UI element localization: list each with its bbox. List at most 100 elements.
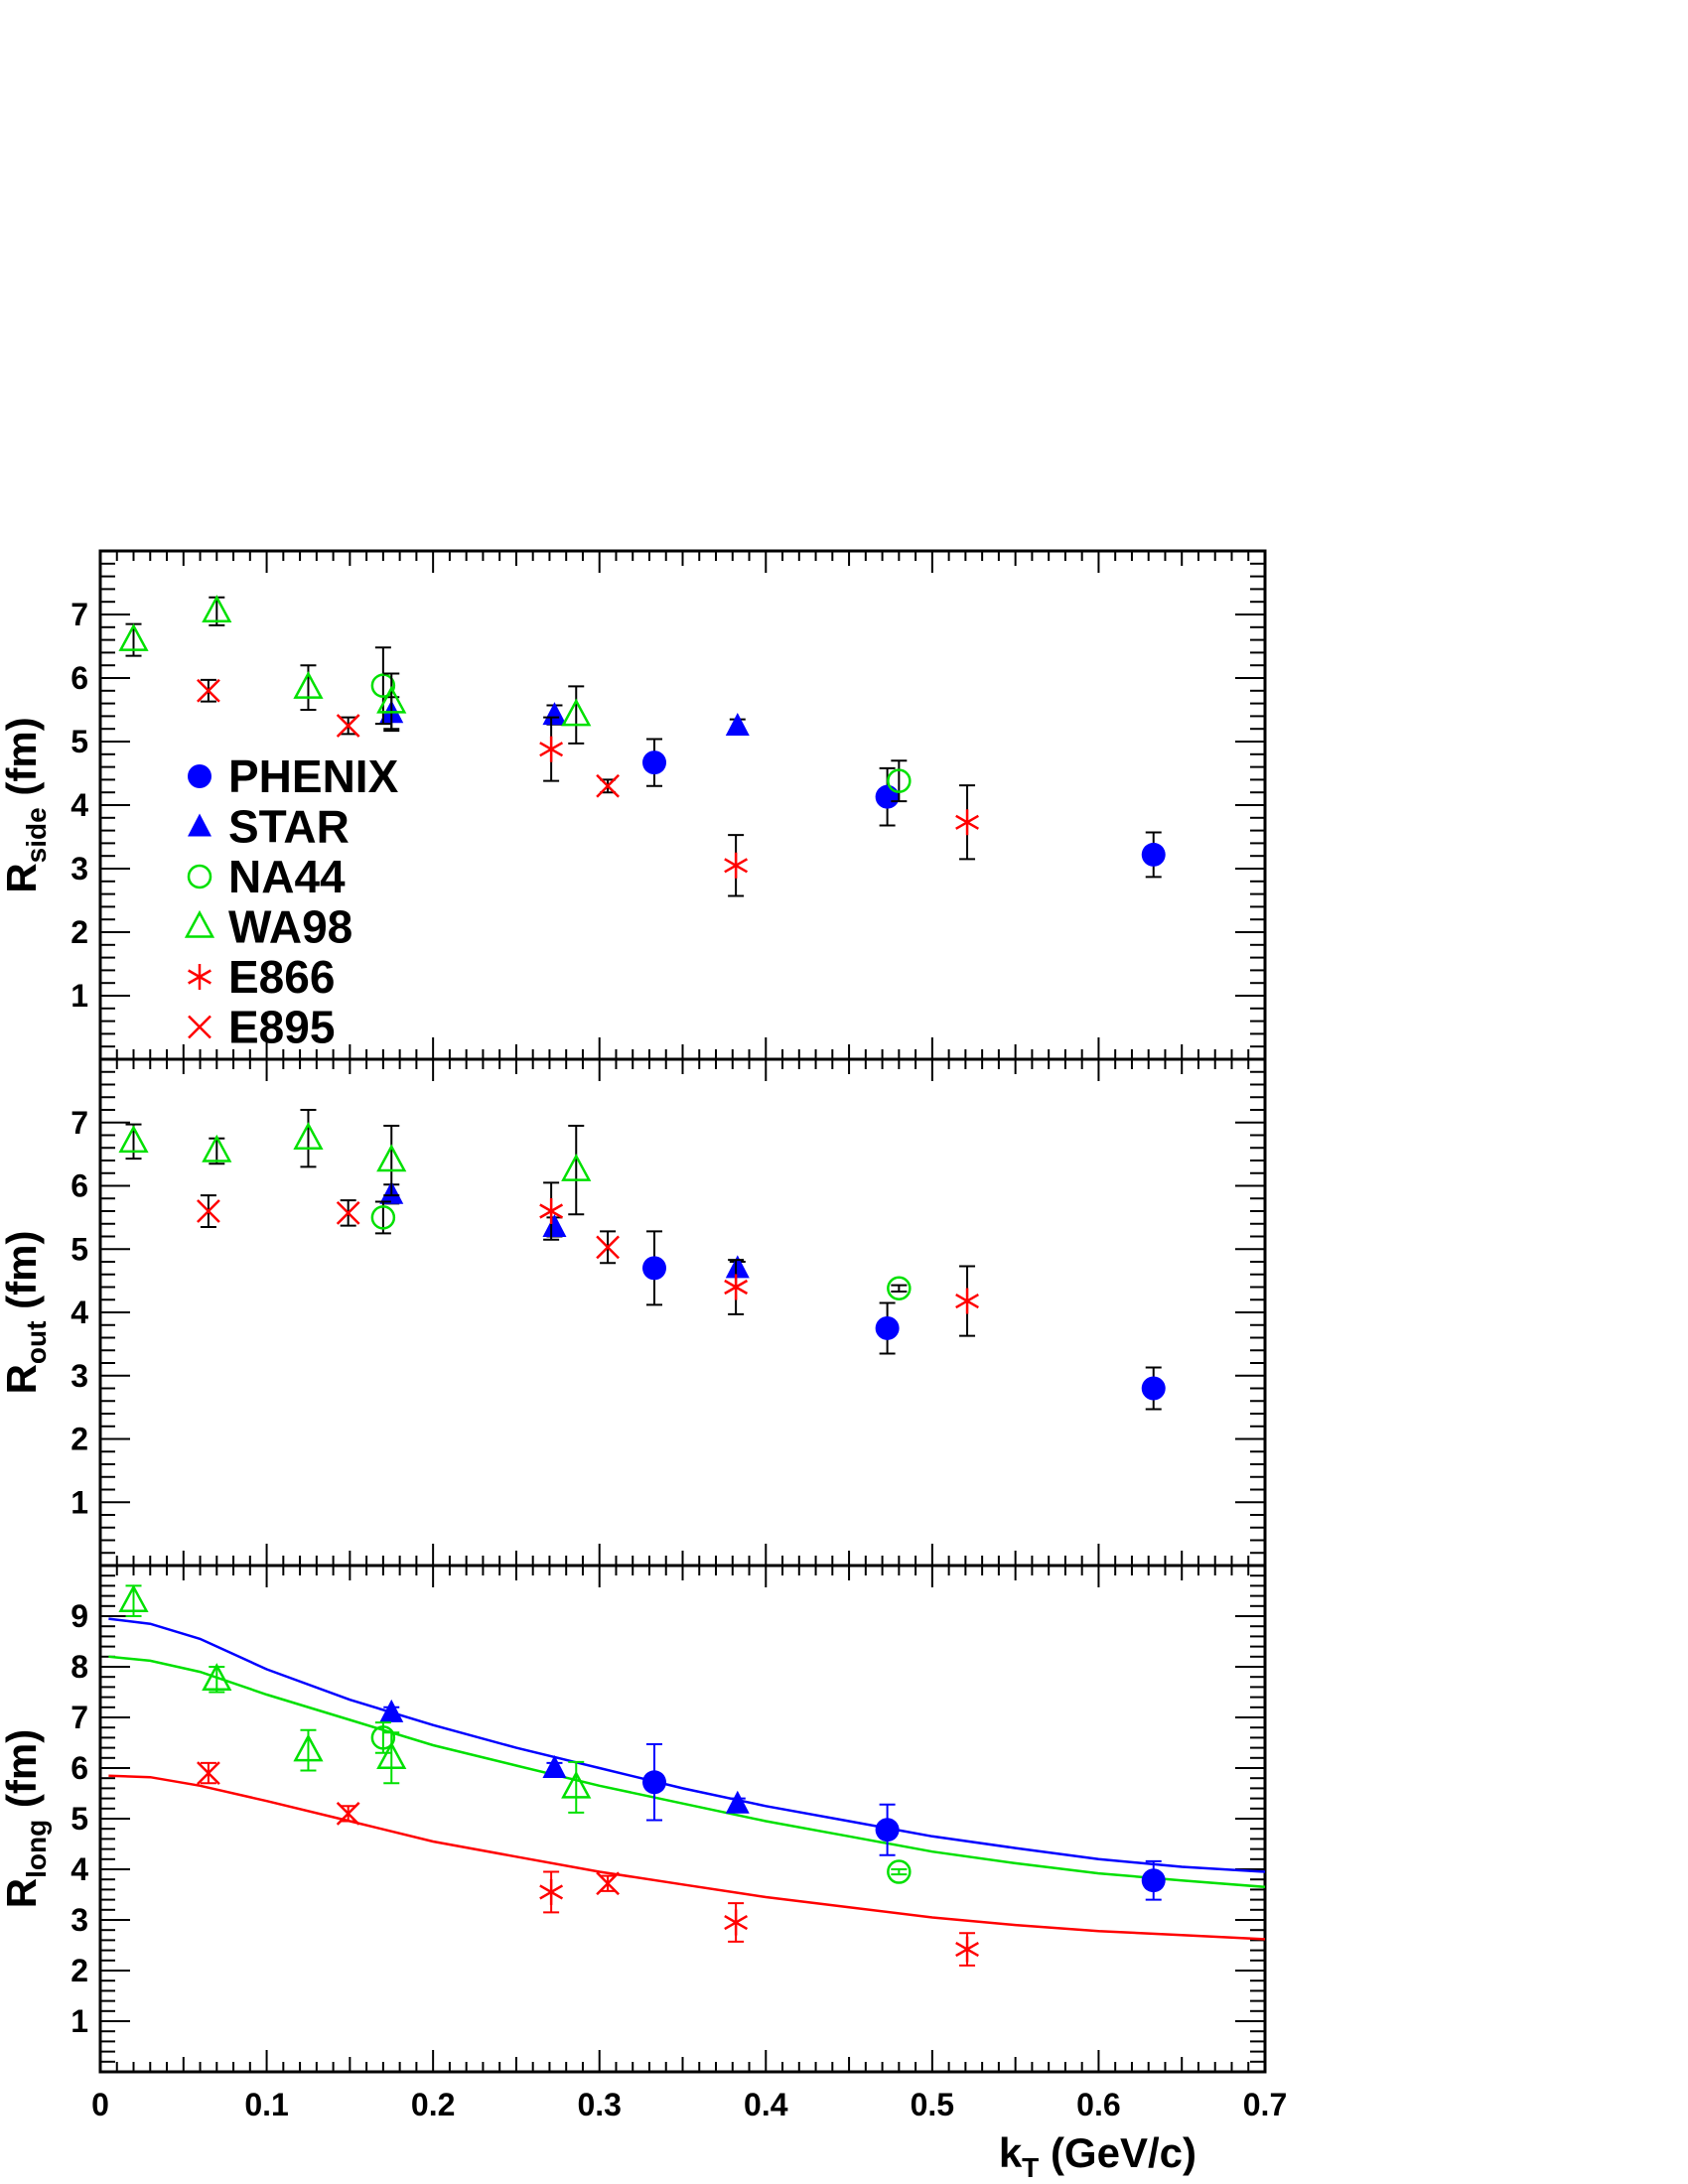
legend-label: NA44: [228, 851, 346, 902]
y-tick-label: 8: [70, 1649, 88, 1685]
series-wa98-out: [118, 1109, 592, 1216]
error-bar: [300, 1109, 317, 1168]
data-point-e895: [197, 678, 220, 703]
data-point-phenix: [1141, 1868, 1166, 1893]
series-na44-out: [370, 1200, 912, 1301]
data-point-e866: [539, 736, 564, 762]
legend-label: WA98: [228, 901, 352, 953]
data-point-phenix: [642, 1256, 667, 1281]
legend-item-na44: NA44: [187, 851, 346, 902]
y-tick-label: 1: [70, 978, 88, 1014]
y-tick-label: 7: [70, 1105, 88, 1141]
data-point-star: [725, 1255, 750, 1279]
legend-item-phenix: PHENIX: [188, 751, 399, 802]
y-tick-label: 7: [70, 597, 88, 632]
y-ticks-side: [100, 550, 1265, 1060]
y-tick-label: 2: [70, 1422, 88, 1457]
data-point-star: [542, 702, 567, 726]
x-tick-label: 0: [91, 2087, 109, 2122]
series-star-out: [379, 1180, 750, 1279]
y-tick-label: 5: [70, 1801, 88, 1837]
data-point-na44: [370, 673, 396, 698]
error-bar: [383, 1731, 400, 1785]
data-point-wa98: [561, 1770, 592, 1799]
data-point-e866: [724, 1274, 749, 1300]
series-phenix-long: [642, 1743, 1166, 1901]
data-point-wa98: [376, 1144, 407, 1172]
x-ticks-side: [99, 551, 1266, 1059]
series-na44-long: [370, 1721, 912, 1884]
data-point-e895: [197, 1761, 220, 1785]
data-point-na44: [887, 1859, 912, 1884]
data-point-na44: [887, 1276, 912, 1301]
series-e866-long: [539, 1870, 979, 1967]
error-bar: [891, 759, 908, 803]
data-point-e895: [596, 1871, 620, 1896]
legend-item-e895: E895: [188, 1002, 335, 1053]
data-point-wa98: [118, 1584, 149, 1612]
x-tick-label: 0.1: [244, 2087, 288, 2122]
error-bar: [568, 1760, 585, 1814]
x-tick-label: 0.7: [1243, 2087, 1287, 2122]
data-point-phenix: [875, 1315, 900, 1340]
error-bar: [383, 672, 400, 733]
data-point-wa98: [118, 1125, 149, 1154]
data-point-e866: [539, 1878, 564, 1905]
error-bar: [891, 1868, 908, 1876]
data-point-star: [542, 1213, 567, 1237]
panel-out: 1 2 3 4 5 6 7 Rout (fm): [0, 1057, 1267, 1568]
y-axis-title-out: Rout (fm): [0, 1231, 52, 1395]
legend-item-wa98: WA98: [184, 901, 352, 953]
series-e895-out: [197, 1194, 620, 1265]
data-point-wa98: [118, 622, 149, 651]
legend-marker-e895: [188, 1015, 211, 1039]
y-axis-title-side: Rside (fm): [0, 717, 52, 892]
y-tick-label: 3: [70, 851, 88, 887]
legend-marker-phenix: [188, 764, 211, 788]
data-point-wa98: [293, 670, 324, 699]
x-tick-label: 0.3: [577, 2087, 621, 2122]
data-point-wa98: [376, 685, 407, 714]
y-tick-label: 2: [70, 1953, 88, 1988]
error-bar: [383, 1124, 400, 1197]
frame-long: [98, 1564, 1267, 2074]
x-tick-label: 0.4: [744, 2087, 788, 2122]
data-point-na44: [887, 768, 912, 793]
data-point-wa98: [376, 1741, 407, 1770]
x-tick-label: 0.2: [411, 2087, 455, 2122]
data-point-phenix: [642, 1770, 667, 1795]
y-ticks-long: [100, 1565, 1265, 2073]
legend-marker-e866: [188, 964, 211, 990]
y-tick-label: 3: [70, 1358, 88, 1394]
x-tick-label: 0.6: [1076, 2087, 1120, 2122]
error-bar: [891, 1284, 908, 1293]
data-point-phenix: [875, 784, 900, 809]
model-curve-1: [108, 1655, 1266, 1889]
data-point-e895: [336, 1201, 360, 1225]
series-phenix-side: [642, 738, 1166, 879]
y-tick-label: 7: [70, 1700, 88, 1735]
legend-label: PHENIX: [228, 751, 399, 802]
x-axis-title: kT (GeV/c): [999, 2129, 1196, 2183]
y-tick-label: 1: [70, 1484, 88, 1520]
data-point-e866: [955, 809, 979, 836]
y-tick-label: 6: [70, 1168, 88, 1204]
data-point-e895: [596, 1235, 620, 1260]
series-e895-side: [197, 678, 620, 798]
legend-marker-star: [188, 813, 211, 837]
y-tick-label: 5: [70, 1231, 88, 1267]
y-tick-label: 4: [70, 787, 88, 823]
legend-marker-na44: [187, 864, 212, 889]
data-point-wa98: [293, 1733, 324, 1762]
data-point-phenix: [642, 751, 667, 775]
error-bar: [568, 1124, 585, 1216]
series-wa98-side: [118, 595, 592, 745]
data-point-e866: [724, 852, 749, 879]
y-tick-label: 2: [70, 914, 88, 950]
series-e866-out: [539, 1181, 979, 1337]
x-ticks-long: [99, 1566, 1266, 2072]
series-star-side: [379, 696, 750, 736]
data-point-star: [542, 1755, 567, 1778]
